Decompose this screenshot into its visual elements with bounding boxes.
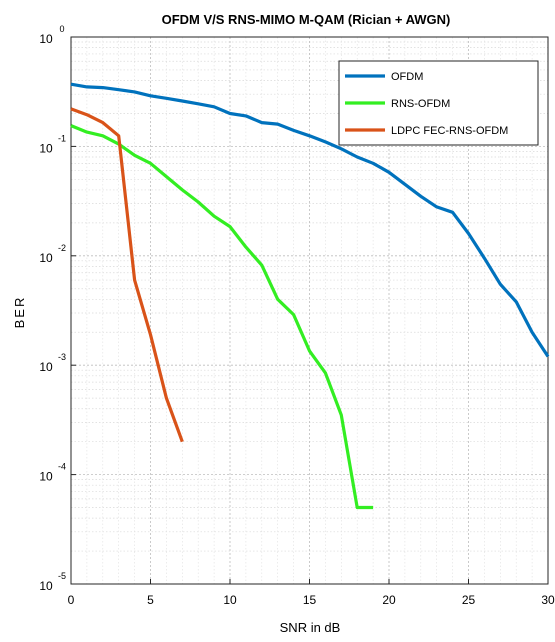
plot-area: 0 5 10 15 20 25 30 10 0 10 -1 10 -2 10 -3 10 -4 10 -5 OFDM R… [39, 24, 555, 607]
series-line-ofdm [70, 82, 550, 358]
x-tick-label: 10 [223, 593, 237, 607]
y-tick-exponent: -2 [58, 243, 66, 253]
y-tick-label: 10 [39, 579, 53, 593]
legend-label: OFDM [391, 71, 423, 83]
chart-title: OFDM V/S RNS-MIMO M-QAM (Rician + AWGN) [162, 12, 451, 27]
x-tick-label: 15 [303, 593, 317, 607]
y-tick-exponent: 0 [59, 24, 64, 34]
x-tick-label: 5 [147, 593, 154, 607]
y-tick-label: 10 [39, 32, 53, 46]
y-tick-exponent: -1 [58, 133, 66, 143]
x-tick-label: 0 [68, 593, 75, 607]
legend-label: RNS-OFDM [391, 98, 450, 110]
y-tick-exponent: -4 [58, 462, 66, 472]
y-tick-label: 10 [39, 360, 53, 374]
legend-label: LDPC FEC-RNS-OFDM [391, 125, 508, 137]
y-tick-exponent: -5 [58, 571, 66, 581]
y-axis-label: BER [12, 296, 27, 329]
x-axis-label: SNR in dB [280, 620, 341, 635]
x-tick-label: 20 [382, 593, 396, 607]
y-tick-exponent: -3 [58, 352, 66, 362]
legend: OFDM RNS-OFDM LDPC FEC-RNS-OFDM [338, 60, 539, 146]
y-tick-label: 10 [39, 251, 53, 265]
series-line-ldpc-fec-rns-ofdm [70, 107, 184, 443]
y-tick-label: 10 [39, 470, 53, 484]
x-tick-label: 25 [462, 593, 476, 607]
x-tick-label: 30 [541, 593, 555, 607]
y-tick-label: 10 [39, 141, 53, 155]
